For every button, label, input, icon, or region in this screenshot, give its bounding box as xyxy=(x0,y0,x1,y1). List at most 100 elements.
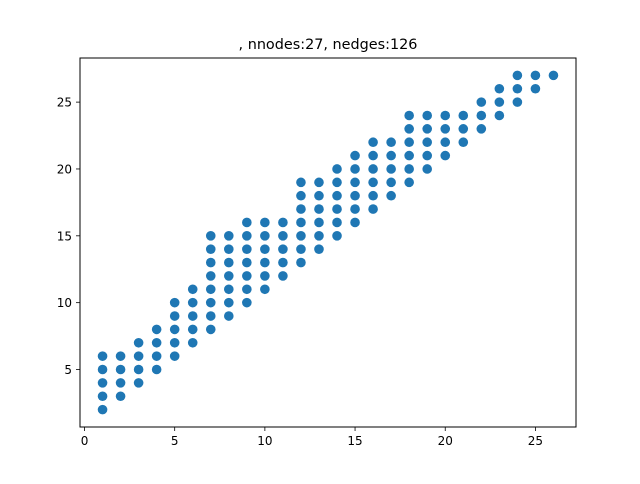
data-point xyxy=(296,204,306,214)
data-point xyxy=(169,337,180,348)
data-point xyxy=(314,244,324,254)
data-point xyxy=(476,124,487,134)
data-point xyxy=(205,244,216,254)
data-point xyxy=(115,364,126,375)
data-point xyxy=(296,231,306,241)
data-point xyxy=(368,137,378,148)
data-point xyxy=(440,110,451,121)
data-point xyxy=(97,364,108,375)
data-point xyxy=(224,284,234,295)
data-point xyxy=(296,177,306,188)
data-point xyxy=(115,351,126,361)
data-point xyxy=(332,217,342,228)
data-point xyxy=(260,284,270,295)
data-point xyxy=(260,231,270,241)
data-point xyxy=(422,137,433,148)
data-point xyxy=(530,83,541,94)
data-point xyxy=(278,244,288,254)
data-point xyxy=(332,164,342,174)
data-point xyxy=(314,204,324,214)
y-tick-label: 25 xyxy=(57,96,72,110)
data-point xyxy=(205,257,216,268)
data-point xyxy=(205,297,216,308)
data-point xyxy=(368,177,378,188)
data-point xyxy=(97,391,108,402)
data-point xyxy=(242,217,252,228)
data-point xyxy=(332,204,342,214)
data-point xyxy=(205,284,216,295)
data-point xyxy=(187,337,198,348)
data-point xyxy=(133,351,144,361)
data-point xyxy=(296,190,306,201)
x-tick-label: 5 xyxy=(171,434,179,448)
data-point xyxy=(368,204,378,214)
data-point xyxy=(97,404,108,415)
x-tick-label: 10 xyxy=(257,434,272,448)
data-point xyxy=(404,164,414,174)
data-point xyxy=(404,150,414,161)
y-tick-label: 20 xyxy=(57,162,72,176)
data-point xyxy=(350,177,360,188)
data-point xyxy=(404,124,414,134)
data-point xyxy=(332,177,342,188)
y-axis: 5 10 15 20 25 xyxy=(57,96,80,377)
data-point xyxy=(187,284,198,295)
x-tick-label: 0 xyxy=(81,434,89,448)
data-point xyxy=(169,324,180,335)
y-tick-label: 15 xyxy=(57,229,72,243)
data-point xyxy=(260,244,270,254)
data-point xyxy=(205,231,216,241)
data-point xyxy=(350,150,360,161)
data-point xyxy=(278,257,288,268)
data-point xyxy=(422,164,433,174)
data-point xyxy=(350,190,360,201)
data-point xyxy=(440,137,451,148)
data-point xyxy=(224,244,234,254)
data-point xyxy=(169,351,180,361)
data-point xyxy=(205,311,216,321)
data-point xyxy=(115,378,126,388)
data-point xyxy=(242,257,252,268)
data-point xyxy=(458,110,469,121)
data-point xyxy=(314,231,324,241)
data-point xyxy=(350,164,360,174)
data-point xyxy=(476,97,487,107)
data-point xyxy=(512,97,523,107)
data-point xyxy=(386,177,396,188)
data-point xyxy=(368,150,378,161)
data-point xyxy=(386,137,396,148)
chart-title: , nnodes:27, nedges:126 xyxy=(239,37,418,53)
data-point xyxy=(386,164,396,174)
y-tick-label: 5 xyxy=(64,363,72,377)
data-point xyxy=(242,297,252,308)
data-point xyxy=(512,70,523,81)
data-point xyxy=(187,324,198,335)
data-point xyxy=(278,271,288,281)
data-point xyxy=(368,190,378,201)
data-point xyxy=(476,110,487,121)
data-point xyxy=(151,351,162,361)
data-point xyxy=(242,284,252,295)
x-tick-label: 15 xyxy=(347,434,362,448)
data-point xyxy=(151,337,162,348)
data-point xyxy=(494,83,505,94)
data-point xyxy=(386,190,396,201)
data-point xyxy=(187,297,198,308)
data-point xyxy=(205,271,216,281)
data-point xyxy=(151,324,162,335)
data-point xyxy=(458,124,469,134)
data-point xyxy=(422,150,433,161)
data-point xyxy=(332,231,342,241)
data-point xyxy=(458,137,469,148)
data-point xyxy=(260,257,270,268)
data-point xyxy=(494,110,505,121)
data-point xyxy=(97,351,108,361)
data-point xyxy=(169,297,180,308)
data-point xyxy=(440,150,451,161)
data-point xyxy=(242,271,252,281)
data-point xyxy=(332,190,342,201)
data-point xyxy=(242,244,252,254)
points-layer xyxy=(97,70,559,415)
data-point xyxy=(512,83,523,94)
